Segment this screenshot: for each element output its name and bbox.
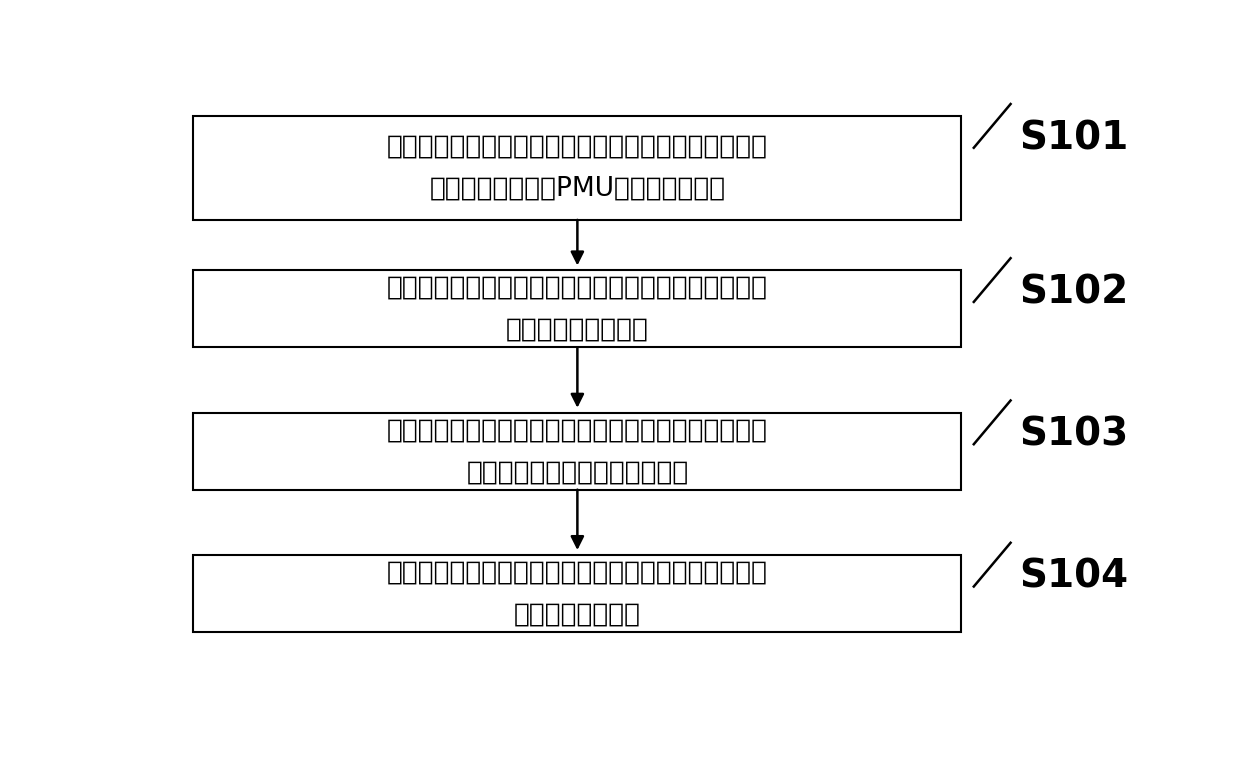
Text: S104: S104 [1018,557,1129,596]
Text: 按照不同的业务分类和实时性要求分类，在所述传输数
据表内设置各表项的传输优先级: 按照不同的业务分类和实时性要求分类，在所述传输数 据表内设置各表项的传输优先级 [387,417,768,485]
Text: 将采集到的所述传输数据转换为预设的数据模型存储到
传输数据表的表项内: 将采集到的所述传输数据转换为预设的数据模型存储到 传输数据表的表项内 [387,275,768,343]
Text: S101: S101 [1018,119,1129,157]
Text: 通过预定的标准采集厂站端的测控、保护、故障录波、
在线监测、电量、PMU装置的传输数据: 通过预定的标准采集厂站端的测控、保护、故障录波、 在线监测、电量、PMU装置的传… [387,134,768,202]
Text: S103: S103 [1018,416,1129,454]
Bar [193,555,961,632]
Text: S102: S102 [1018,273,1129,311]
Bar [193,270,961,347]
Text: 根据所述传输优先级的先后顺序，向调度主站发送传输
优先级较高的表项: 根据所述传输优先级的先后顺序，向调度主站发送传输 优先级较高的表项 [387,559,768,628]
Bar [193,116,961,220]
Bar [193,413,961,490]
